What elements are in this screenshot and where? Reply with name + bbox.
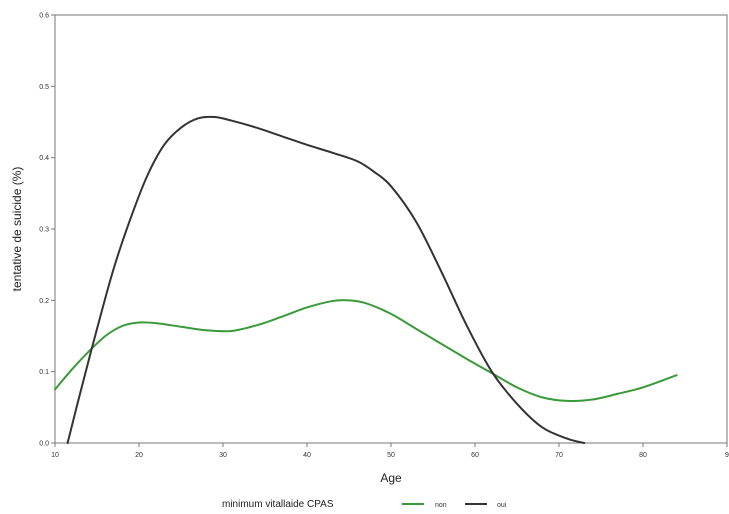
plot-frame [54,14,728,444]
series-layer [54,115,678,444]
y-axis-label: tentative de suicide (%) [10,167,24,292]
y-tick-label: 0.2 [39,298,49,305]
y-tick-label: 0.1 [39,369,49,376]
y-axis-ticks: 0.0 0.1 0.2 0.3 0.4 0.5 0.6 [39,13,55,448]
x-tick-label: 40 [303,452,311,459]
x-axis-ticks: 10 20 30 40 50 60 70 80 9 [51,443,729,459]
legend-label-non: non [435,502,447,509]
x-tick-label: 60 [471,452,479,459]
y-tick-label: 0.6 [39,13,49,20]
y-tick-label: 0.3 [39,227,49,234]
x-tick-label: 70 [555,452,563,459]
x-tick-label: 9 [725,452,729,459]
legend: minimum vitallaide CPAS non oui [222,499,507,510]
x-tick-label: 30 [219,452,227,459]
x-tick-label: 20 [135,452,143,459]
legend-label-oui: oui [497,502,507,509]
y-tick-label: 0.5 [39,84,49,91]
x-tick-label: 10 [51,452,59,459]
y-tick-label: 0.4 [39,155,49,162]
x-tick-label: 50 [387,452,395,459]
y-tick-label: 0.0 [39,441,49,448]
legend-title: minimum vitallaide CPAS [222,499,334,510]
series-line-oui [66,115,586,444]
x-axis-label: Age [380,471,402,485]
series-line-non [54,299,678,403]
x-tick-label: 80 [639,452,647,459]
